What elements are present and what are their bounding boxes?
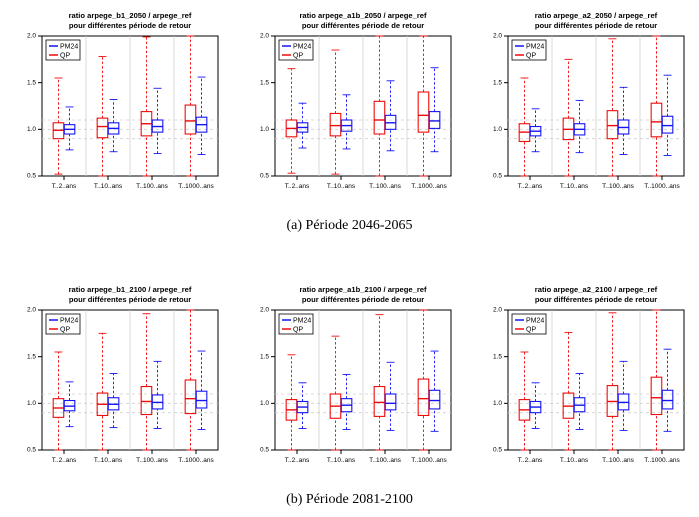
svg-text:PM24: PM24 — [60, 317, 78, 324]
svg-text:pour différentes période de re: pour différentes période de retour — [69, 295, 191, 304]
svg-text:ratio arpege_a2_2100 / arpege_: ratio arpege_a2_2100 / arpege_ref — [535, 285, 658, 294]
boxplot-svg: ratio arpege_a1b_2100 / arpege_refpour d… — [233, 282, 466, 477]
svg-text:T..2..ans: T..2..ans — [52, 183, 77, 190]
svg-text:T..10..ans: T..10..ans — [327, 183, 356, 190]
legend: PM24 QP — [279, 40, 313, 60]
svg-text:1.5: 1.5 — [260, 79, 269, 86]
svg-text:1.5: 1.5 — [27, 79, 36, 86]
svg-text:T..1000..ans: T..1000..ans — [644, 457, 680, 464]
svg-text:PM24: PM24 — [60, 43, 78, 50]
svg-text:1.0: 1.0 — [260, 126, 269, 133]
figure-row-a: ratio arpege_b1_2050 / arpege_refpour di… — [0, 8, 699, 203]
svg-text:T..100..ans: T..100..ans — [602, 457, 635, 464]
boxplot-svg: ratio arpege_b1_2100 / arpege_refpour di… — [0, 282, 233, 477]
svg-text:T..2..ans: T..2..ans — [285, 457, 310, 464]
svg-text:pour différentes période de re: pour différentes période de retour — [535, 21, 657, 30]
svg-text:pour différentes période de re: pour différentes période de retour — [302, 21, 424, 30]
svg-text:QP: QP — [60, 326, 70, 333]
svg-text:ratio arpege_a2_2050 / arpege_: ratio arpege_a2_2050 / arpege_ref — [535, 11, 658, 20]
svg-text:1.0: 1.0 — [493, 400, 502, 407]
svg-text:T..100..ans: T..100..ans — [369, 457, 402, 464]
svg-text:T..1000..ans: T..1000..ans — [644, 183, 680, 190]
row-caption-b: (b) Période 2081-2100 — [0, 492, 699, 508]
svg-text:T..100..ans: T..100..ans — [602, 183, 635, 190]
legend: PM24 QP — [279, 314, 313, 334]
svg-text:1.5: 1.5 — [27, 353, 36, 360]
svg-text:T..10..ans: T..10..ans — [327, 457, 356, 464]
svg-text:2.0: 2.0 — [27, 307, 36, 314]
svg-text:T..10..ans: T..10..ans — [94, 457, 123, 464]
svg-text:QP: QP — [526, 52, 536, 59]
svg-text:2.0: 2.0 — [260, 33, 269, 40]
svg-text:pour différentes période de re: pour différentes période de retour — [69, 21, 191, 30]
svg-text:pour différentes période de re: pour différentes période de retour — [535, 295, 657, 304]
boxplot-svg: ratio arpege_b1_2050 / arpege_refpour di… — [0, 8, 233, 203]
boxplot-panel: ratio arpege_a1b_2050 / arpege_refpour d… — [233, 8, 466, 203]
svg-text:T..10..ans: T..10..ans — [560, 457, 589, 464]
svg-text:2.0: 2.0 — [27, 33, 36, 40]
svg-text:0.5: 0.5 — [27, 173, 36, 180]
svg-text:1.0: 1.0 — [27, 400, 36, 407]
svg-text:T..10..ans: T..10..ans — [94, 183, 123, 190]
svg-text:QP: QP — [293, 326, 303, 333]
legend: PM24 QP — [512, 40, 546, 60]
svg-text:1.0: 1.0 — [27, 126, 36, 133]
svg-text:ratio arpege_a1b_2050 / arpege: ratio arpege_a1b_2050 / arpege_ref — [299, 11, 427, 20]
svg-text:ratio arpege_b1_2050 / arpege_: ratio arpege_b1_2050 / arpege_ref — [69, 11, 192, 20]
svg-text:2.0: 2.0 — [493, 33, 502, 40]
svg-text:2.0: 2.0 — [493, 307, 502, 314]
svg-text:T..10..ans: T..10..ans — [560, 183, 589, 190]
svg-text:2.0: 2.0 — [260, 307, 269, 314]
svg-text:QP: QP — [526, 326, 536, 333]
svg-text:QP: QP — [293, 52, 303, 59]
svg-text:1.0: 1.0 — [493, 126, 502, 133]
svg-text:T..1000..ans: T..1000..ans — [178, 183, 214, 190]
legend: PM24 QP — [46, 314, 80, 334]
svg-text:0.5: 0.5 — [493, 447, 502, 454]
svg-text:PM24: PM24 — [526, 43, 544, 50]
legend: PM24 QP — [512, 314, 546, 334]
svg-text:1.5: 1.5 — [493, 79, 502, 86]
figure-row-b: ratio arpege_b1_2100 / arpege_refpour di… — [0, 282, 699, 477]
svg-text:0.5: 0.5 — [493, 173, 502, 180]
svg-text:T..2..ans: T..2..ans — [285, 183, 310, 190]
svg-text:T..100..ans: T..100..ans — [369, 183, 402, 190]
svg-text:T..2..ans: T..2..ans — [52, 457, 77, 464]
svg-text:T..100..ans: T..100..ans — [136, 457, 169, 464]
boxplot-panel: ratio arpege_a2_2050 / arpege_refpour di… — [466, 8, 699, 203]
svg-text:T..100..ans: T..100..ans — [136, 183, 169, 190]
svg-text:T..2..ans: T..2..ans — [518, 457, 543, 464]
page: { "figure": { "width": 699, "height": 51… — [0, 0, 699, 517]
boxplot-svg: ratio arpege_a2_2050 / arpege_refpour di… — [466, 8, 699, 203]
svg-text:T..1000..ans: T..1000..ans — [411, 183, 447, 190]
boxplot-panel: ratio arpege_a2_2100 / arpege_refpour di… — [466, 282, 699, 477]
boxplot-panel: ratio arpege_b1_2100 / arpege_refpour di… — [0, 282, 233, 477]
svg-text:ratio arpege_b1_2100 / arpege_: ratio arpege_b1_2100 / arpege_ref — [69, 285, 192, 294]
svg-text:pour différentes période de re: pour différentes période de retour — [302, 295, 424, 304]
svg-text:PM24: PM24 — [526, 317, 544, 324]
boxplot-panel: ratio arpege_b1_2050 / arpege_refpour di… — [0, 8, 233, 203]
svg-text:T..1000..ans: T..1000..ans — [178, 457, 214, 464]
svg-text:PM24: PM24 — [293, 43, 311, 50]
svg-text:T..2..ans: T..2..ans — [518, 183, 543, 190]
legend: PM24 QP — [46, 40, 80, 60]
svg-text:1.5: 1.5 — [493, 353, 502, 360]
svg-text:0.5: 0.5 — [260, 173, 269, 180]
svg-text:1.5: 1.5 — [260, 353, 269, 360]
svg-text:ratio arpege_a1b_2100 / arpege: ratio arpege_a1b_2100 / arpege_ref — [299, 285, 427, 294]
row-caption-a: (a) Période 2046-2065 — [0, 218, 699, 234]
svg-text:0.5: 0.5 — [260, 447, 269, 454]
svg-text:1.0: 1.0 — [260, 400, 269, 407]
boxplot-panel: ratio arpege_a1b_2100 / arpege_refpour d… — [233, 282, 466, 477]
svg-text:PM24: PM24 — [293, 317, 311, 324]
svg-text:T..1000..ans: T..1000..ans — [411, 457, 447, 464]
boxplot-svg: ratio arpege_a2_2100 / arpege_refpour di… — [466, 282, 699, 477]
boxplot-svg: ratio arpege_a1b_2050 / arpege_refpour d… — [233, 8, 466, 203]
svg-text:QP: QP — [60, 52, 70, 59]
svg-text:0.5: 0.5 — [27, 447, 36, 454]
